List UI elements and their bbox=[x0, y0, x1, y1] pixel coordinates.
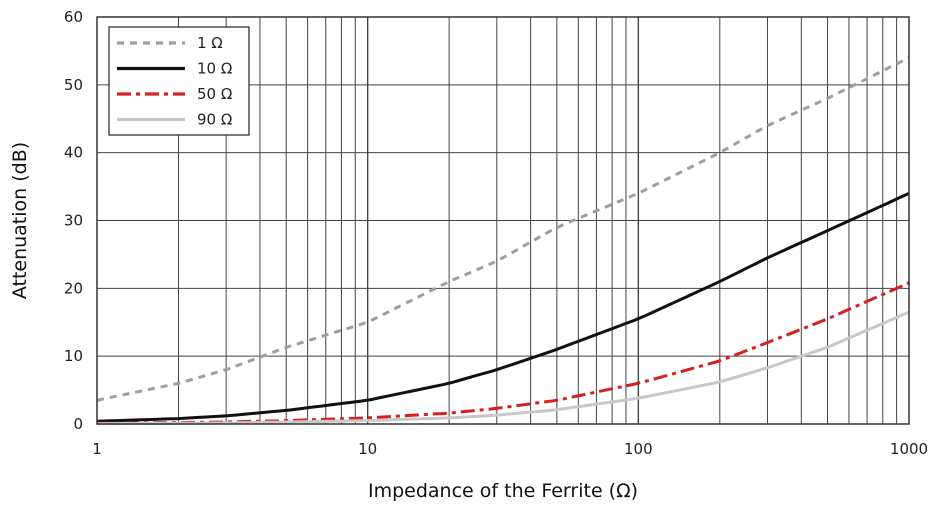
y-tick-label: 10 bbox=[64, 347, 83, 365]
y-tick-label: 50 bbox=[64, 76, 83, 94]
series-layer bbox=[96, 56, 910, 426]
y-axis-title: Attenuation (dB) bbox=[9, 142, 31, 299]
plot-frame bbox=[96, 16, 910, 425]
x-tick-label: 100 bbox=[624, 440, 653, 458]
y-tick-label: 0 bbox=[73, 415, 83, 433]
legend: 1 Ω 10 Ω 50 Ω 90 Ω bbox=[108, 26, 250, 136]
legend-label: 10 Ω bbox=[197, 60, 232, 78]
y-tick-labels: 0 10 20 30 40 50 60 bbox=[64, 8, 83, 433]
x-tick-label: 1000 bbox=[890, 440, 928, 458]
series-line bbox=[96, 192, 910, 423]
series-line bbox=[96, 56, 910, 402]
y-tick-label: 20 bbox=[64, 279, 83, 297]
legend-label: 50 Ω bbox=[197, 85, 232, 103]
x-axis-title: Impedance of the Ferrite (Ω) bbox=[368, 480, 638, 502]
x-tick-label: 10 bbox=[358, 440, 377, 458]
y-tick-label: 40 bbox=[64, 144, 83, 162]
legend-label: 1 Ω bbox=[197, 34, 223, 52]
x-tick-label: 1 bbox=[92, 440, 102, 458]
legend-label: 90 Ω bbox=[197, 111, 232, 129]
y-tick-label: 30 bbox=[64, 212, 83, 230]
x-tick-labels: 1 10 100 1000 bbox=[92, 440, 928, 458]
series-line bbox=[96, 281, 910, 425]
series-line bbox=[96, 310, 910, 426]
y-tick-label: 60 bbox=[64, 8, 83, 26]
legend-box bbox=[108, 26, 250, 136]
grid bbox=[97, 17, 909, 424]
